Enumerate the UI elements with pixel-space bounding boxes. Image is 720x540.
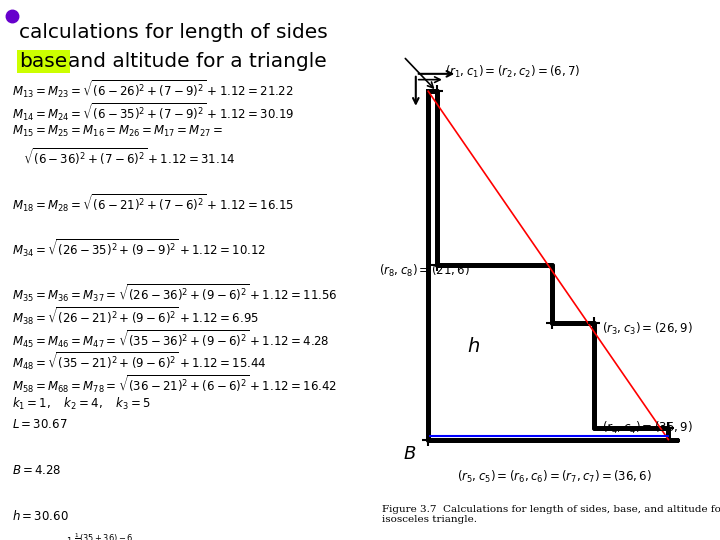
Polygon shape bbox=[428, 91, 677, 440]
Text: $h$: $h$ bbox=[467, 337, 480, 356]
Text: $M_{34} = \sqrt{(26-35)^2+(9-9)^2}+1.12=10.12$: $M_{34} = \sqrt{(26-35)^2+(9-9)^2}+1.12=… bbox=[12, 237, 266, 259]
Text: $(r_5, c_5) = (r_6, c_6) = (r_7, c_7) = (36, 6)$: $(r_5, c_5) = (r_6, c_6) = (r_7, c_7) = … bbox=[457, 469, 652, 485]
Text: $M_{38} = \sqrt{(26-21)^2+(9-6)^2}+1.12=6.95$: $M_{38} = \sqrt{(26-21)^2+(9-6)^2}+1.12=… bbox=[12, 305, 258, 327]
Text: Figure 3.7  Calculations for length of sides, base, and altitude for an example
: Figure 3.7 Calculations for length of si… bbox=[382, 505, 720, 524]
Text: $(r_8, c_8) = (21, 6)$: $(r_8, c_8) = (21, 6)$ bbox=[379, 263, 469, 279]
Text: $B$: $B$ bbox=[402, 446, 416, 463]
Text: calculations for length of sides: calculations for length of sides bbox=[19, 23, 328, 42]
Text: $M_{13} = M_{23} = \sqrt{(6-26)^2+(7-9)^2}+1.12=21.22$: $M_{13} = M_{23} = \sqrt{(6-26)^2+(7-9)^… bbox=[12, 78, 293, 100]
Text: $M_{14} = M_{24} = \sqrt{(6-35)^2+(7-9)^2}+1.12=30.19$: $M_{14} = M_{24} = \sqrt{(6-35)^2+(7-9)^… bbox=[12, 101, 294, 123]
Text: $M_{45} = M_{46} = M_{47} = \sqrt{(35-36)^2+(9-6)^2}+1.12=4.28$: $M_{45} = M_{46} = M_{47} = \sqrt{(35-36… bbox=[12, 328, 329, 349]
Text: $L=30.67$: $L=30.67$ bbox=[12, 418, 67, 431]
Text: base: base bbox=[19, 52, 68, 71]
Text: $(r_3, c_3) = (26, 9)$: $(r_3, c_3) = (26, 9)$ bbox=[602, 321, 693, 338]
Text: $M_{58} = M_{68} = M_{78} = \sqrt{(36-21)^2+(6-6)^2}+1.12=16.42$: $M_{58} = M_{68} = M_{78} = \sqrt{(36-21… bbox=[12, 373, 337, 395]
Text: $\quad\sqrt{(6-36)^2+(7-6)^2}+1.12=31.14$: $\quad\sqrt{(6-36)^2+(7-6)^2}+1.12=31.14… bbox=[12, 146, 235, 167]
Text: $k_1=1, \quad k_2=4, \quad k_3=5$: $k_1=1, \quad k_2=4, \quad k_3=5$ bbox=[12, 396, 150, 412]
Text: $h=30.60$: $h=30.60$ bbox=[12, 509, 68, 523]
Text: $B=4.28$: $B=4.28$ bbox=[12, 464, 60, 477]
Text: $(r_4, c_4) = (35, 9)$: $(r_4, c_4) = (35, 9)$ bbox=[602, 420, 693, 436]
Text: $\phi_h = \tan^{-1}\frac{\frac{1}{2}(35+36)-6}{-(\frac{1}{2}(9+6)-7)}$: $\phi_h = \tan^{-1}\frac{\frac{1}{2}(35+… bbox=[12, 532, 135, 540]
Text: $M_{48} = \sqrt{(35-21)^2+(9-6)^2}+1.12=15.44$: $M_{48} = \sqrt{(35-21)^2+(9-6)^2}+1.12=… bbox=[12, 350, 266, 372]
Text: $M_{15} = M_{25} = M_{16} = M_{26} = M_{17} = M_{27} =$: $M_{15} = M_{25} = M_{16} = M_{26} = M_{… bbox=[12, 124, 222, 139]
Text: $(r_1, c_1) = (r_2, c_2) = (6, 7)$: $(r_1, c_1) = (r_2, c_2) = (6, 7)$ bbox=[445, 64, 580, 80]
Text: $M_{18} = M_{28} = \sqrt{(6-21)^2+(7-6)^2}+1.12=16.15$: $M_{18} = M_{28} = \sqrt{(6-21)^2+(7-6)^… bbox=[12, 192, 294, 213]
Text: and altitude for a triangle: and altitude for a triangle bbox=[68, 52, 327, 71]
Text: $M_{35} = M_{36} = M_{37} = \sqrt{(26-36)^2+(9-6)^2}+1.12=11.56$: $M_{35} = M_{36} = M_{37} = \sqrt{(26-36… bbox=[12, 282, 337, 304]
